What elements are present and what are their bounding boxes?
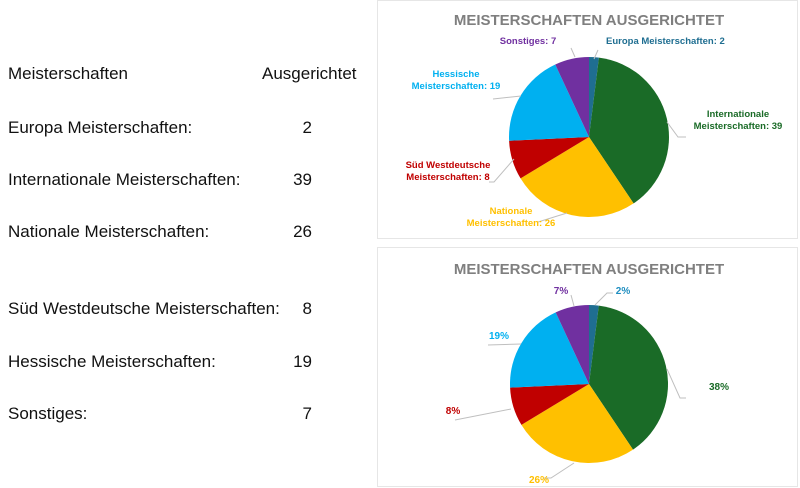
pie-slice-national[interactable] (520, 137, 634, 217)
pie-chart-percent-svg: MEISTERSCHAFTEN AUSGERICHTET 2% 38% 26% 8% 1… (446, 261, 729, 486)
table-header-value: Ausgerichtet (262, 64, 357, 83)
pie-slices (509, 57, 669, 217)
table-row-label: Hessische Meisterschaften: (8, 352, 216, 371)
data-label-europa: 2% (616, 286, 631, 297)
table-row-value: 2 (302, 118, 312, 137)
table-row-label: Süd Westdeutsche Meisterschaften: (8, 299, 280, 318)
leader-line-sued-westdeutsch (454, 408, 512, 421)
leader-line-national (537, 212, 568, 223)
data-label-sued-westdeutsch: Süd Westdeutsche Meisterschaften: 8 (406, 160, 491, 183)
table-row-label: Internationale Meisterschaften: (8, 170, 241, 189)
data-label-international: Internationale Meisterschaften: 39 (694, 109, 783, 132)
leader-line-sonstiges (570, 47, 576, 58)
pie-slice-sued-westdeutsch[interactable] (509, 137, 589, 179)
table-row-label: Europa Meisterschaften: (8, 118, 193, 137)
table-row-value: 8 (302, 299, 312, 318)
data-label-national: 26% (529, 475, 549, 486)
table-row-value: 7 (302, 404, 312, 423)
pie-slice-sued-westdeutsch[interactable] (510, 384, 589, 425)
pie-slice-hessisch[interactable] (510, 312, 589, 388)
leader-line-international (666, 121, 686, 138)
data-label-sued-westdeutsch: 8% (446, 406, 461, 417)
pie-slice-international[interactable] (589, 57, 669, 204)
leader-line-sued-westdeutsch (489, 158, 515, 183)
pie-slice-sonstiges[interactable] (555, 305, 589, 384)
data-label-hessisch: 19% (489, 331, 509, 342)
pie-slice-sonstiges[interactable] (555, 57, 589, 137)
table-row-value: 19 (293, 352, 312, 371)
pie-slice-national[interactable] (521, 384, 634, 463)
leader-lines (489, 47, 686, 223)
pie-slice-hessisch[interactable] (509, 64, 589, 141)
data-label-sonstiges: 7% (554, 286, 569, 297)
table-row-label: Nationale Meisterschaften: (8, 222, 210, 241)
chart-title: MEISTERSCHAFTEN AUSGERICHTET (454, 261, 724, 278)
table-header-name: Meisterschaften (8, 64, 128, 83)
pie-slice-international[interactable] (589, 305, 669, 450)
data-label-hessisch: Hessische Meisterschaften: 19 (412, 69, 501, 92)
data-label-international: 38% (709, 382, 729, 393)
pie-chart-percent[interactable]: MEISTERSCHAFTEN AUSGERICHTET 2% 38% 26% 8% 1… (377, 247, 798, 487)
leader-line-hessisch (492, 95, 522, 100)
pie-slice-europa[interactable] (589, 57, 599, 137)
data-label-europa: Europa Meisterschaften: 2 (606, 36, 725, 47)
chart-title: MEISTERSCHAFTEN AUSGERICHTET (454, 12, 724, 29)
leader-line-national (543, 462, 575, 479)
leader-line-sonstiges (570, 294, 575, 307)
table-row-label: Sonstiges: (8, 404, 88, 423)
leader-line-international (666, 368, 686, 399)
championship-table: Meisterschaften Ausgerichtet Europa Meis… (0, 0, 370, 487)
leader-line-hessisch (487, 343, 522, 346)
pie-slice-europa[interactable] (589, 305, 599, 384)
data-labels: Europa Meisterschaften: 2 Internationale M… (406, 36, 783, 229)
pie-slices (510, 305, 669, 463)
data-labels: 2% 38% 26% 8% 19% 7% (446, 286, 729, 486)
table-row-value: 26 (293, 222, 312, 241)
table-row-value: 39 (293, 170, 312, 189)
data-label-sonstiges: Sonstiges: 7 (500, 36, 557, 47)
pie-chart-values[interactable]: MEISTERSCHAFTEN AUSGERICHTET Europa Meis… (377, 0, 798, 239)
leader-lines (454, 292, 686, 479)
leader-line-europa (594, 292, 613, 306)
leader-line-europa (593, 49, 599, 60)
data-label-national: Nationale Meisterschaften: 26 (467, 206, 556, 229)
pie-chart-values-svg: MEISTERSCHAFTEN AUSGERICHTET Europa Meis… (406, 12, 783, 229)
